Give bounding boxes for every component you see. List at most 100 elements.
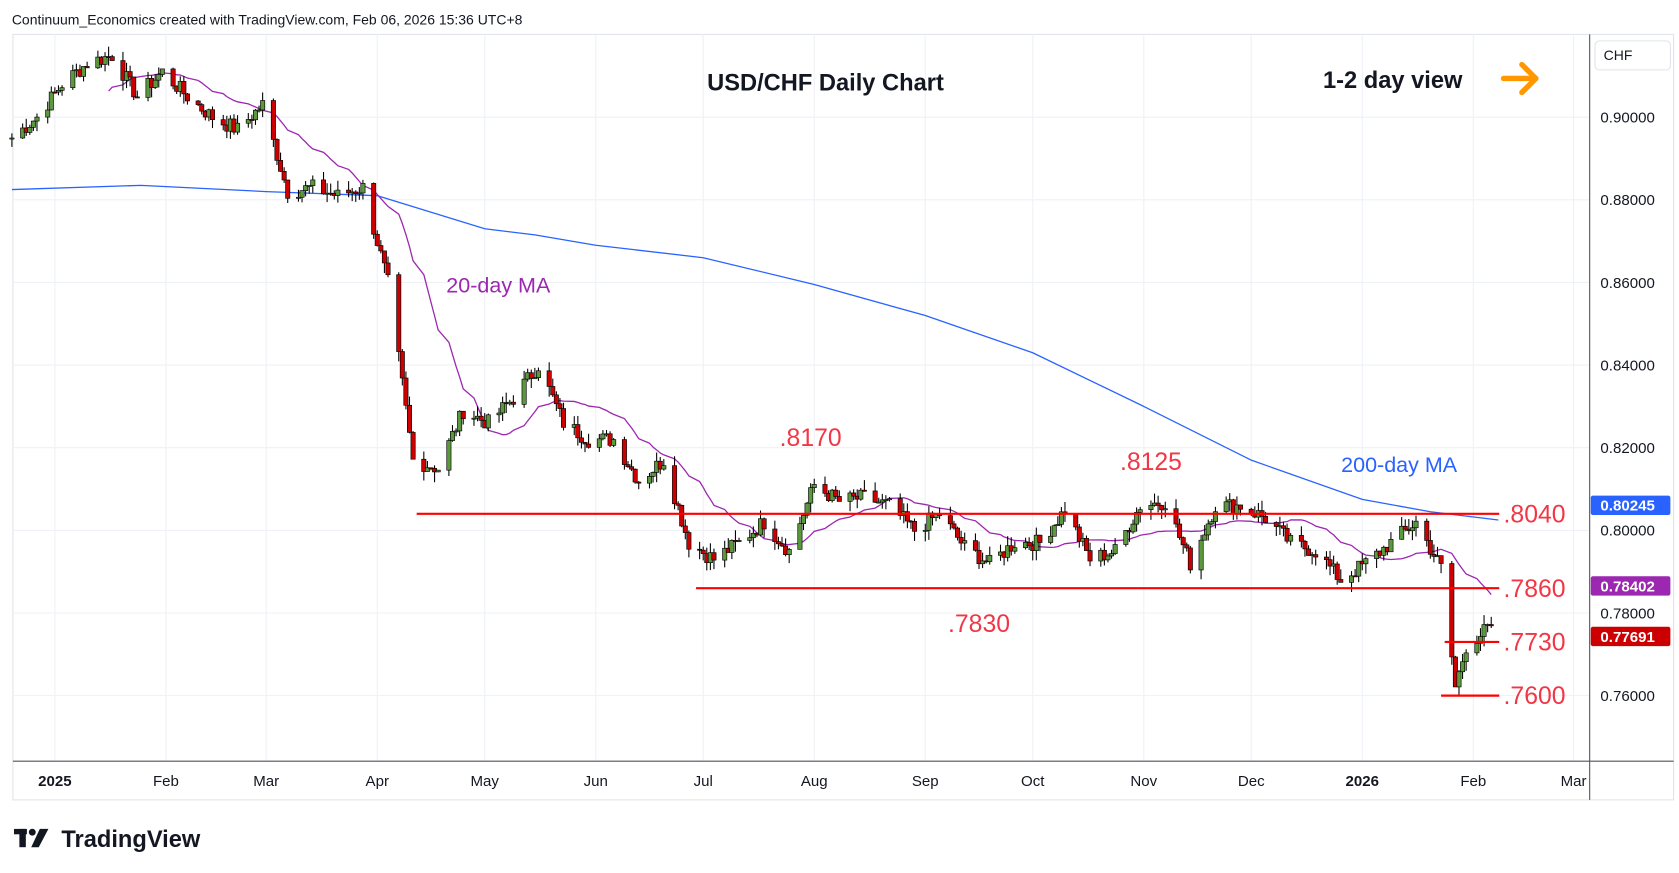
candle bbox=[460, 410, 466, 425]
candle-body bbox=[52, 91, 58, 94]
candle bbox=[1159, 504, 1165, 519]
candle bbox=[1055, 516, 1061, 527]
price-axis[interactable]: 0.90000 0.88000 0.86000 0.84000 0.82000 0.800… bbox=[1600, 110, 1654, 705]
candle bbox=[1130, 519, 1136, 534]
candle-body bbox=[647, 476, 652, 484]
candle-body bbox=[976, 549, 982, 565]
candle bbox=[897, 493, 903, 520]
time-axis[interactable]: 2025 Feb Mar Apr May Jun Jul Aug Sep Oct Nov Dec 202… bbox=[38, 773, 1586, 790]
candle bbox=[679, 504, 685, 528]
candle-body bbox=[1388, 538, 1394, 553]
candle bbox=[578, 430, 584, 449]
candle-body bbox=[686, 532, 692, 550]
candle-body bbox=[661, 465, 667, 470]
candle-body bbox=[1055, 524, 1061, 527]
candle-body bbox=[252, 109, 258, 121]
candle-body bbox=[457, 410, 463, 432]
candle-body bbox=[786, 549, 792, 555]
candle-body bbox=[335, 189, 341, 196]
candle bbox=[478, 407, 484, 428]
candle bbox=[596, 434, 602, 452]
candle-body bbox=[1134, 511, 1140, 525]
candle-body bbox=[1123, 530, 1129, 545]
ma20-line bbox=[108, 72, 1492, 595]
candle-body bbox=[1209, 521, 1215, 525]
candle-body bbox=[1005, 545, 1011, 558]
annotation-label: .8125 bbox=[1120, 449, 1182, 476]
ma20-label: 20-day MA bbox=[446, 273, 551, 297]
candle bbox=[1087, 542, 1093, 567]
candle bbox=[396, 272, 402, 362]
candle-body bbox=[1212, 511, 1218, 522]
candle-body bbox=[736, 540, 742, 542]
candle bbox=[535, 367, 541, 381]
candle bbox=[1223, 496, 1229, 514]
candle-body bbox=[220, 119, 226, 126]
tradingview-logo[interactable]: TradingView bbox=[13, 827, 201, 853]
x-tick-label: Mar bbox=[253, 773, 279, 790]
candle-body bbox=[59, 87, 65, 91]
candle-body bbox=[374, 233, 380, 246]
candle bbox=[1302, 539, 1308, 557]
candle-body bbox=[808, 487, 814, 504]
candle-body bbox=[70, 70, 76, 89]
grid bbox=[12, 34, 1590, 762]
candle bbox=[750, 526, 756, 548]
currency-label: CHF bbox=[1604, 47, 1633, 63]
candle-body bbox=[557, 403, 563, 409]
candle-body bbox=[407, 404, 412, 433]
candle-body bbox=[801, 514, 806, 525]
ma200-label: 200-day MA bbox=[1341, 453, 1458, 477]
candle bbox=[48, 86, 54, 111]
candle bbox=[561, 402, 566, 431]
y-tick-label: 0.86000 bbox=[1600, 275, 1654, 292]
price-tag bbox=[1590, 495, 1671, 515]
candle bbox=[1356, 560, 1362, 583]
candle-body bbox=[199, 104, 205, 112]
candle bbox=[1431, 544, 1437, 563]
candle bbox=[1198, 534, 1204, 580]
candle-body bbox=[1177, 523, 1183, 538]
candle bbox=[500, 396, 506, 421]
candle-body bbox=[360, 183, 366, 194]
candle bbox=[822, 476, 828, 497]
candle bbox=[159, 68, 165, 77]
candle bbox=[947, 506, 953, 530]
level-label: .8040 bbox=[1504, 501, 1566, 528]
candle-body bbox=[1323, 556, 1329, 561]
candle bbox=[471, 410, 477, 426]
candle-body bbox=[299, 190, 305, 198]
x-tick-label: 2026 bbox=[1346, 773, 1380, 790]
candle bbox=[184, 92, 190, 105]
candle-body bbox=[109, 56, 115, 61]
candle bbox=[321, 171, 327, 195]
candle-body bbox=[972, 540, 978, 551]
candle-body bbox=[399, 351, 405, 379]
candle bbox=[557, 397, 563, 417]
x-tick-label: Aug bbox=[801, 773, 828, 790]
candle bbox=[1280, 521, 1286, 537]
x-tick-label: Mar bbox=[1561, 773, 1587, 790]
currency-button[interactable]: CHF bbox=[1594, 40, 1671, 71]
y-tick-label: 0.80000 bbox=[1600, 523, 1654, 540]
candle bbox=[1456, 670, 1462, 695]
candle bbox=[1363, 556, 1369, 574]
candle bbox=[582, 441, 588, 453]
candle-body bbox=[650, 472, 656, 477]
candle-body bbox=[876, 501, 882, 504]
candle-body bbox=[722, 547, 728, 561]
candle-body bbox=[145, 78, 151, 98]
candle bbox=[729, 539, 735, 560]
price-tags: 0.80245 0.78402 0.77691 bbox=[1590, 495, 1671, 647]
candle-body bbox=[578, 437, 584, 443]
candle bbox=[378, 240, 384, 254]
candle bbox=[1298, 526, 1304, 548]
candle-body bbox=[804, 502, 810, 516]
candle-body bbox=[904, 511, 910, 522]
candle-body bbox=[775, 541, 781, 545]
candle bbox=[127, 65, 133, 87]
candle bbox=[260, 92, 266, 118]
candle-body bbox=[1101, 549, 1107, 561]
candle-body bbox=[1223, 501, 1229, 513]
